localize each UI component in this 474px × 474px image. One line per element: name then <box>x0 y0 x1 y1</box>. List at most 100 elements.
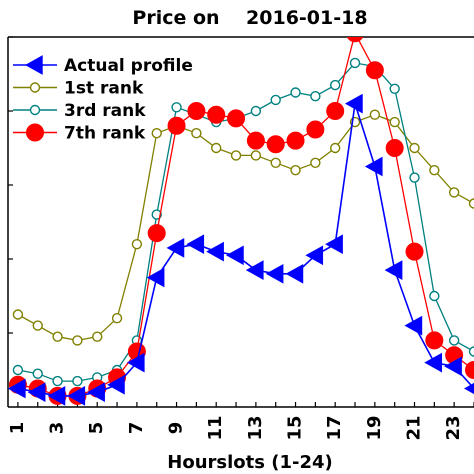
data-point-circle <box>266 135 285 154</box>
x-tick-label: 15 <box>285 415 306 440</box>
x-tick-label: 17 <box>324 415 345 440</box>
data-point-open-circle <box>52 375 63 387</box>
data-point-triangle <box>265 263 284 284</box>
data-point-open-circle <box>171 102 182 113</box>
data-point-triangle <box>27 382 46 403</box>
x-tick-label: 7 <box>126 422 147 435</box>
legend-entry: 7th rank <box>13 123 146 144</box>
data-point-open-circle <box>111 313 123 324</box>
legend-label: 3rd rank <box>64 101 146 121</box>
x-tick-labels: 1 3 5 7 9 11 13 15 17 19 21 23 <box>7 415 464 440</box>
data-point-circle <box>425 331 444 350</box>
data-point-open-circle <box>429 290 440 302</box>
data-point-triangle <box>24 55 43 75</box>
data-point-open-circle <box>468 198 474 209</box>
legend-label: 1st rank <box>64 79 144 99</box>
data-point-circle <box>286 131 305 150</box>
legend-label: 7th rank <box>64 124 146 144</box>
data-point-triangle <box>305 245 324 266</box>
data-point-triangle <box>107 374 125 395</box>
data-point-triangle <box>166 238 185 258</box>
x-tick-label: 13 <box>245 415 266 440</box>
x-tick-label: 9 <box>166 422 187 435</box>
series-actual-profile <box>8 93 474 406</box>
x-axis-label: Hourslots (1-24) <box>167 452 332 473</box>
x-tick-label: 5 <box>86 422 107 435</box>
data-point-triangle <box>206 241 224 262</box>
data-point-triangle <box>146 267 165 288</box>
data-point-triangle <box>364 156 383 177</box>
data-point-open-circle <box>270 94 281 106</box>
data-point-open-circle <box>389 116 400 128</box>
legend-entry: 1st rank <box>13 79 144 99</box>
data-point-open-circle <box>369 109 381 120</box>
data-point-triangle <box>186 234 205 255</box>
data-point-open-circle <box>329 79 341 91</box>
data-point-circle <box>326 102 345 120</box>
data-point-open-circle <box>448 335 460 346</box>
data-point-circle <box>385 139 404 157</box>
data-point-circle <box>306 120 325 139</box>
data-point-triangle <box>344 93 363 114</box>
data-point-triangle <box>87 382 105 403</box>
series-layer <box>8 37 474 406</box>
data-point-open-circle <box>409 172 420 183</box>
data-point-circle <box>246 131 265 150</box>
data-point-open-circle <box>409 142 420 154</box>
data-point-open-circle <box>250 105 262 117</box>
data-point-triangle <box>245 260 264 280</box>
data-point-open-circle <box>131 238 143 250</box>
data-point-circle <box>187 102 206 120</box>
legend-entry: 3rd rank <box>13 101 146 121</box>
data-point-triangle <box>47 386 66 406</box>
data-point-open-circle <box>349 57 361 69</box>
data-point-triangle <box>126 352 145 373</box>
data-point-open-circle <box>92 331 103 342</box>
data-point-open-circle <box>72 375 83 387</box>
data-point-open-circle <box>12 309 24 320</box>
data-point-open-circle <box>151 209 162 220</box>
series-1st-rank <box>12 109 474 346</box>
data-point-triangle <box>325 234 343 255</box>
data-point-triangle <box>226 245 244 266</box>
data-point-open-circle <box>32 320 43 331</box>
data-point-circle <box>365 61 384 80</box>
data-point-open-circle <box>290 164 301 176</box>
data-point-open-circle <box>211 142 222 154</box>
series-line <box>17 103 474 397</box>
data-point-triangle <box>444 356 462 377</box>
data-point-open-circle <box>389 83 400 95</box>
data-point-open-circle <box>52 331 63 342</box>
data-point-circle <box>167 116 186 135</box>
data-point-circle <box>147 224 166 243</box>
data-point-open-circle <box>429 164 440 176</box>
data-point-open-circle <box>250 150 262 161</box>
data-point-circle <box>26 123 44 142</box>
data-point-open-circle <box>29 104 41 116</box>
data-point-open-circle <box>191 127 202 139</box>
data-point-open-circle <box>329 142 341 154</box>
legend-entry: Actual profile <box>13 55 193 76</box>
data-point-open-circle <box>151 127 162 139</box>
data-point-open-circle <box>448 187 460 198</box>
data-point-triangle <box>424 352 443 373</box>
data-point-open-circle <box>230 150 242 161</box>
data-point-circle <box>346 37 364 43</box>
data-point-open-circle <box>72 335 83 346</box>
series-line <box>17 114 474 342</box>
x-tick-label: 3 <box>47 422 68 435</box>
data-point-circle <box>405 242 424 261</box>
chart-title: Price on 2016-01-18 <box>132 7 367 29</box>
x-tick-label: 23 <box>443 415 464 440</box>
data-point-triangle <box>463 382 474 395</box>
data-point-open-circle <box>310 90 321 102</box>
x-tick-label: 19 <box>364 415 385 440</box>
x-tick-label: 21 <box>404 415 425 440</box>
data-point-triangle <box>8 378 26 399</box>
data-point-circle <box>227 109 246 128</box>
legend-label: Actual profile <box>64 56 193 76</box>
data-point-triangle <box>404 315 423 336</box>
data-point-open-circle <box>270 157 281 169</box>
